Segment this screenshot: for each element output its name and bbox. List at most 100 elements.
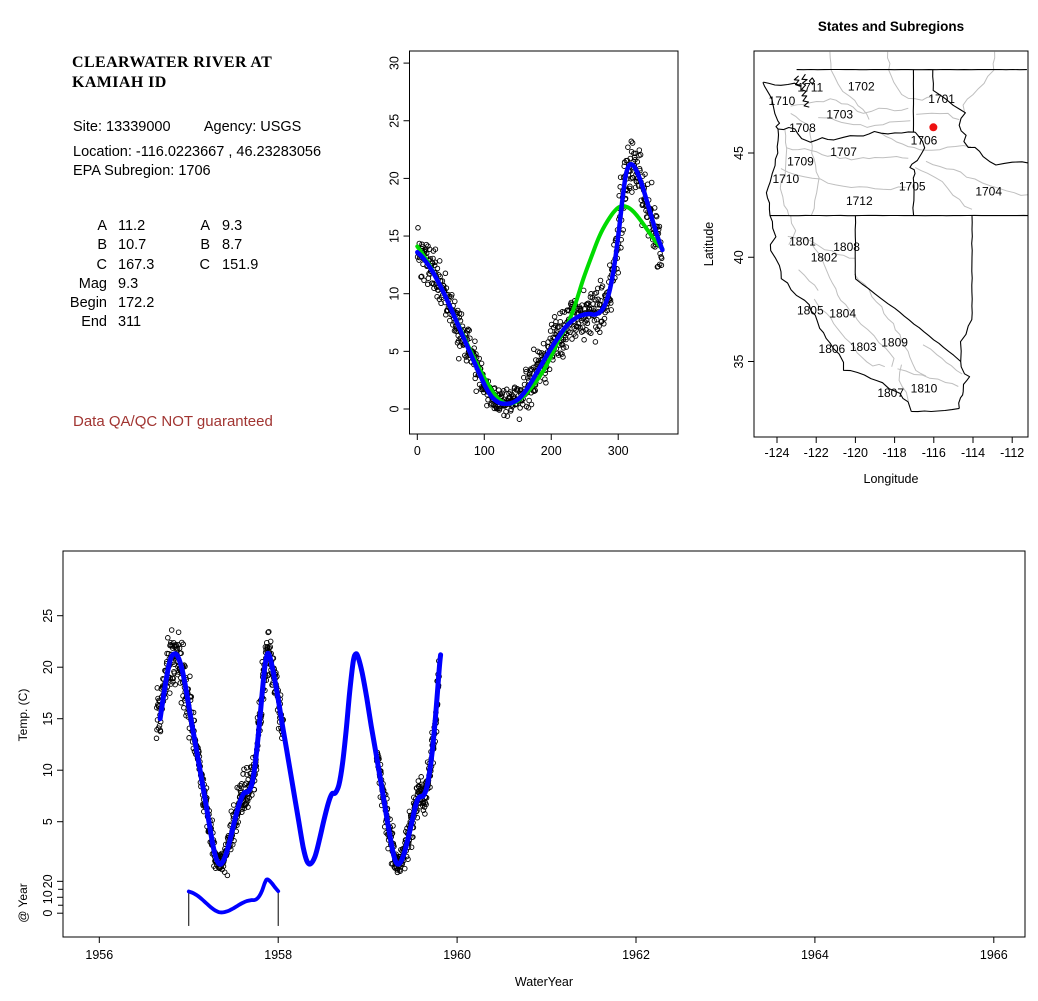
svg-text:1807: 1807 [877,386,904,400]
svg-text:1702: 1702 [848,79,875,93]
param-label: Mag [78,275,107,292]
param-label: C [96,256,107,273]
param-label [188,313,210,332]
svg-text:1706: 1706 [911,133,938,147]
param-label: Begin [69,295,107,312]
svg-text:1712: 1712 [846,194,873,208]
svg-text:WaterYear: WaterYear [515,975,573,989]
svg-text:-118: -118 [883,446,907,460]
param-value: 10.7 [118,237,147,254]
station-title-line1: CLEARWATER RIVER AT [72,54,273,71]
fit-parameter-row: C 167.3 C 151.9 [40,256,259,275]
svg-text:-112: -112 [1000,446,1024,460]
timeseries-plot: 1956 1958 1960 1962 1964 1966 5 10 15 20 25 0 10 20 Wa… [16,550,1026,989]
svg-text:@ Year: @ Year [16,883,30,923]
svg-text:1960: 1960 [443,948,471,962]
fit-parameter-row: End 311 [40,313,258,332]
param-value: 311 [118,314,142,331]
svg-text:1802: 1802 [811,250,838,264]
svg-text:20: 20 [41,660,55,674]
param-label: A [97,218,107,234]
param-value: 9.3 [222,218,243,234]
svg-text:1964: 1964 [801,948,829,962]
blue-timeseries-fit-curve [157,650,444,867]
svg-text:100: 100 [474,444,495,458]
svg-text:1707: 1707 [830,145,857,159]
svg-text:1710: 1710 [769,94,796,108]
green-sine-fit-curve [415,203,665,406]
site-agency-line: Site: 13339000 Agency: USGS [73,119,301,135]
site-value: 13339000 [106,119,171,135]
svg-text:1804: 1804 [829,307,856,321]
subregion-labels: 1711 1702 1701 1710 1703 1708 1706 1707 1709 1710… [769,79,1003,399]
svg-text:1810: 1810 [911,382,938,396]
param-value: 11.2 [118,218,146,234]
location-line: Location: -116.0223667 , 46.23283056 [73,144,322,160]
param-value: 9.3 [118,275,139,292]
site-label: Site: [73,119,103,135]
state-boundaries [762,68,1028,413]
site-location-marker [929,123,938,132]
svg-text:-122: -122 [804,446,829,460]
states-subregions-map: States and Subregions 1711 1702 1701 1710 170… [702,19,1029,486]
svg-text:200: 200 [541,444,562,458]
param-label: End [81,314,107,331]
fit-parameter-row: B 10.7 B 8.7 [40,236,258,255]
svg-text:1709: 1709 [787,154,814,168]
svg-text:10: 10 [41,890,55,904]
svg-text:1710: 1710 [772,172,799,186]
param-value: 8.7 [222,237,243,254]
seasonal-axes: 0 100 200 300 0 5 10 15 20 25 30 [388,56,629,458]
site-info-panel: CLEARWATER RIVER AT KAMIAH ID Site: 1333… [0,0,400,460]
svg-text:States and Subregions: States and Subregions [818,19,964,34]
timeseries-axes: 1956 1958 1960 1962 1964 1966 5 10 15 20 25 0 10 20 Wa… [16,609,1008,989]
svg-text:-120: -120 [843,446,868,460]
svg-text:20: 20 [41,874,55,888]
svg-text:25: 25 [41,609,55,623]
svg-text:Longitude: Longitude [864,472,919,486]
param-value: 172.2 [118,295,155,312]
svg-text:45: 45 [732,146,746,160]
map-axes: -124 -122 -120 -118 -116 -114 -112 35 40 45 Longit… [702,146,1024,486]
svg-text:1809: 1809 [881,336,908,350]
plot-border [409,50,679,435]
fit-parameter-table: A 11.2 A 9.3 B 10.7 B 8.7 C 167.3 C 151.9 Mag 9.3 Begi… [40,217,258,333]
fit-parameter-row: Begin 172.2 [40,294,258,313]
fit-parameter-row: A 11.2 A 9.3 [40,217,258,236]
svg-text:1803: 1803 [850,340,877,354]
svg-text:1705: 1705 [899,179,926,193]
param-value: 151.9 [222,256,259,273]
svg-text:25: 25 [388,114,402,128]
at-year-subplot [186,877,281,926]
plot-border [62,550,1026,938]
param-label: B [97,237,107,254]
qaqc-warning-text: Data QA/QC NOT guaranteed [73,413,273,430]
param-label: B [200,237,210,254]
svg-text:0: 0 [388,405,402,412]
svg-text:20: 20 [388,171,402,185]
epa-subregion-line: EPA Subregion: 1706 [73,163,211,179]
seasonal-fit-plot: 0 100 200 300 0 5 10 15 20 25 30 [388,50,679,458]
map-layers: 1711 1702 1701 1710 1703 1708 1706 1707 1709 1710… [762,51,1028,413]
svg-text:0: 0 [414,444,421,458]
svg-text:0: 0 [41,910,55,917]
svg-text:1704: 1704 [975,185,1002,199]
param-label: C [199,256,210,273]
svg-text:5: 5 [388,348,402,355]
svg-text:40: 40 [732,250,746,264]
svg-text:10: 10 [41,763,55,777]
param-label [188,294,210,313]
param-value: 167.3 [118,256,155,273]
svg-text:1962: 1962 [622,948,650,962]
svg-text:Temp. (C): Temp. (C) [16,689,30,742]
subregion-boundaries [779,51,1028,402]
svg-text:15: 15 [388,229,402,243]
svg-text:1808: 1808 [833,240,860,254]
svg-text:300: 300 [608,444,629,458]
svg-text:1703: 1703 [826,107,853,121]
svg-text:1958: 1958 [264,948,292,962]
svg-text:-124: -124 [764,446,789,460]
param-label: A [200,218,210,234]
svg-text:1801: 1801 [789,235,816,249]
